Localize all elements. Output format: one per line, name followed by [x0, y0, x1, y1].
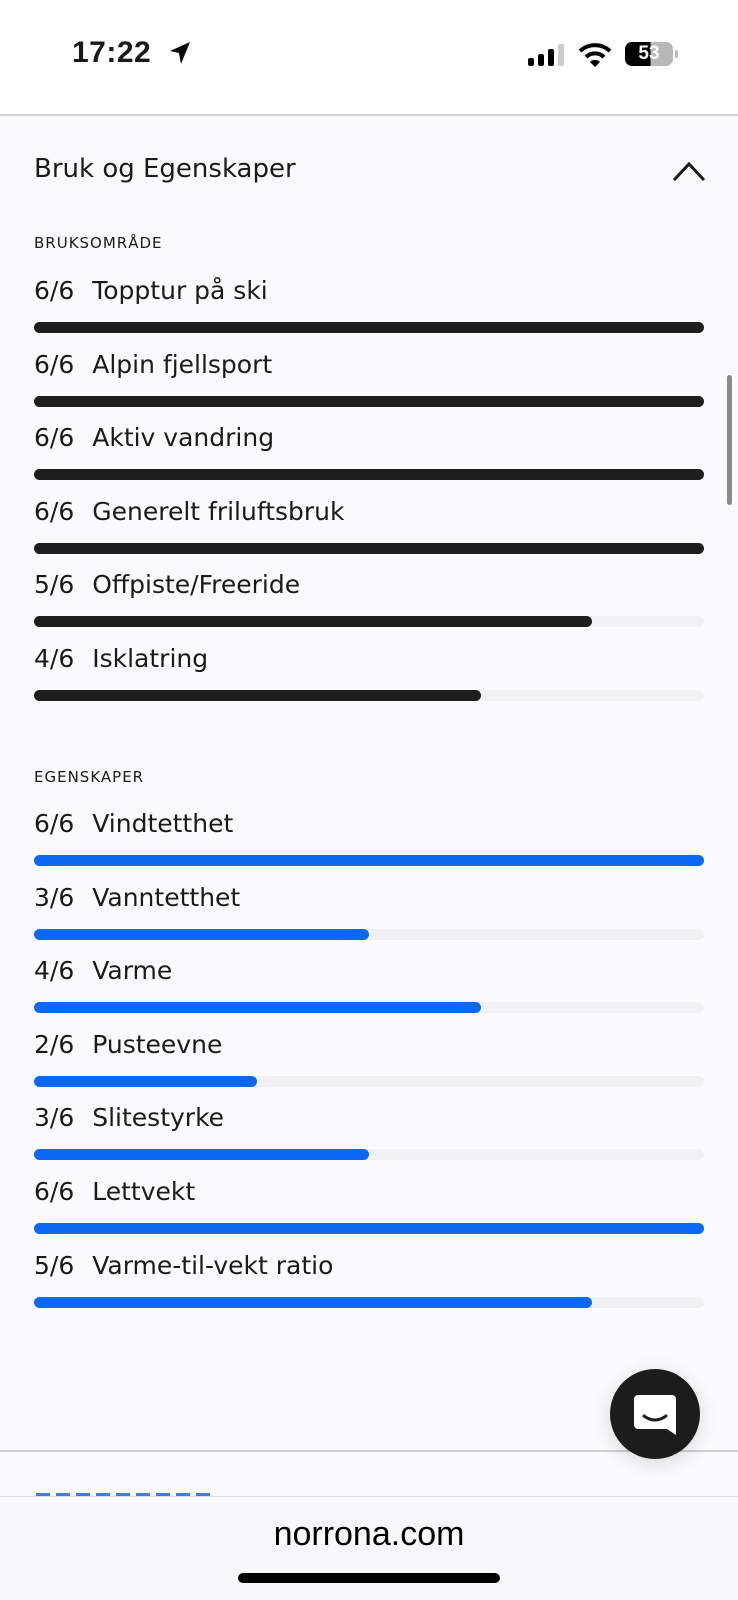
rating-bar — [34, 928, 369, 940]
cellular-signal-icon — [528, 44, 564, 66]
rating-row: 3/6 Slitestyrke — [34, 1103, 704, 1161]
rating-name: Pusteevne — [92, 1029, 223, 1059]
rating-score: 6/6 — [34, 496, 75, 526]
rating-score: 6/6 — [34, 423, 75, 453]
rating-row: 5/6 Varme-til-vekt ratio — [34, 1251, 704, 1308]
rating-score: 2/6 — [34, 1029, 75, 1059]
rating-label: 5/6 Offpiste/Freeride — [34, 570, 704, 606]
rating-bar — [34, 690, 481, 701]
url-label[interactable]: norrona.com — [273, 1515, 465, 1553]
rating-row: 2/6 Pusteevne — [34, 1030, 704, 1087]
rating-bar — [34, 542, 704, 554]
rating-label: 4/6 Isklatring — [34, 644, 704, 680]
scrollbar[interactable] — [727, 375, 732, 505]
chevron-up-icon[interactable] — [672, 160, 706, 182]
next-section-link[interactable] — [36, 1490, 216, 1496]
rating-score: 6/6 — [34, 1177, 75, 1206]
rating-track — [34, 928, 704, 940]
clock: 17:22 — [72, 36, 152, 69]
rating-bar — [34, 322, 704, 333]
divider — [0, 1450, 738, 1452]
rating-label: 3/6 Vanntetthet — [34, 883, 704, 919]
rating-track — [34, 1296, 704, 1308]
rating-track — [34, 855, 704, 866]
rating-track — [34, 1075, 704, 1087]
rating-label: 6/6 Alpin fjellsport — [34, 350, 704, 386]
rating-row: 6/6 Generelt friluftsbruk — [34, 497, 704, 554]
usage-heading: BRUKSOMRÅDE — [34, 234, 163, 252]
rating-bar — [34, 855, 704, 866]
chat-button[interactable] — [610, 1369, 700, 1459]
battery-icon: 53 — [625, 42, 678, 66]
rating-row: 4/6 Isklatring — [34, 644, 704, 701]
wifi-icon — [578, 43, 612, 67]
rating-row: 4/6 Varme — [34, 956, 704, 1014]
rating-label: 6/6 Aktiv vandring — [34, 423, 704, 459]
rating-score: 6/6 — [34, 276, 75, 305]
rating-bar — [34, 1149, 369, 1161]
rating-label: 5/6 Varme-til-vekt ratio — [34, 1251, 704, 1287]
rating-track — [34, 322, 704, 333]
rating-name: Topptur på ski — [92, 276, 268, 305]
rating-name: Offpiste/Freeride — [92, 570, 301, 600]
rating-label: 6/6 Lettvekt — [34, 1177, 704, 1213]
rating-name: Generelt friluftsbruk — [92, 496, 345, 526]
rating-name: Isklatring — [92, 644, 209, 673]
rating-track — [34, 469, 704, 481]
rating-label: 6/6 Generelt friluftsbruk — [34, 497, 704, 533]
rating-row: 6/6 Aktiv vandring — [34, 423, 704, 481]
rating-bar — [34, 1075, 258, 1087]
location-arrow-icon — [170, 42, 190, 64]
rating-row: 6/6 Alpin fjellsport — [34, 350, 704, 407]
rating-label: 6/6 Vindtetthet — [34, 809, 704, 845]
rating-bar — [34, 469, 704, 481]
rating-name: Slitestyrke — [92, 1103, 225, 1133]
status-bar: 17:22 53 — [0, 0, 738, 116]
rating-row: 6/6 Vindtetthet — [34, 809, 704, 866]
rating-bar — [34, 395, 704, 407]
rating-name: Vanntetthet — [92, 882, 241, 912]
section-title[interactable]: Bruk og Egenskaper — [34, 154, 296, 184]
rating-row: 6/6 Topptur på ski — [34, 276, 704, 333]
rating-name: Varme-til-vekt ratio — [92, 1250, 334, 1280]
rating-name: Vindtetthet — [92, 809, 234, 838]
rating-score: 5/6 — [34, 570, 75, 600]
rating-row: 5/6 Offpiste/Freeride — [34, 570, 704, 628]
rating-name: Lettvekt — [92, 1177, 196, 1206]
rating-track — [34, 616, 704, 628]
rating-bar — [34, 1296, 593, 1308]
rating-track — [34, 690, 704, 701]
rating-score: 6/6 — [34, 349, 75, 379]
rating-score: 4/6 — [34, 644, 75, 673]
rating-name: Varme — [92, 956, 173, 986]
rating-score: 5/6 — [34, 1250, 75, 1280]
rating-row: 6/6 Lettvekt — [34, 1177, 704, 1234]
rating-row: 3/6 Vanntetthet — [34, 883, 704, 940]
chat-icon — [634, 1395, 676, 1435]
rating-track — [34, 1002, 704, 1014]
rating-bar — [34, 616, 593, 628]
rating-score: 3/6 — [34, 882, 75, 912]
rating-name: Alpin fjellsport — [92, 349, 273, 379]
rating-score: 3/6 — [34, 1103, 75, 1133]
rating-track — [34, 1149, 704, 1161]
rating-name: Aktiv vandring — [92, 423, 275, 453]
rating-label: 3/6 Slitestyrke — [34, 1103, 704, 1139]
rating-label: 6/6 Topptur på ski — [34, 276, 704, 312]
rating-score: 4/6 — [34, 956, 75, 986]
home-indicator — [238, 1573, 500, 1583]
rating-track — [34, 542, 704, 554]
rating-label: 4/6 Varme — [34, 956, 704, 992]
rating-score: 6/6 — [34, 809, 75, 838]
rating-track — [34, 395, 704, 407]
properties-heading: EGENSKAPER — [34, 768, 145, 786]
rating-label: 2/6 Pusteevne — [34, 1030, 704, 1066]
rating-bar — [34, 1223, 704, 1234]
rating-track — [34, 1223, 704, 1234]
rating-bar — [34, 1002, 481, 1014]
browser-bar: norrona.com — [0, 1496, 738, 1600]
